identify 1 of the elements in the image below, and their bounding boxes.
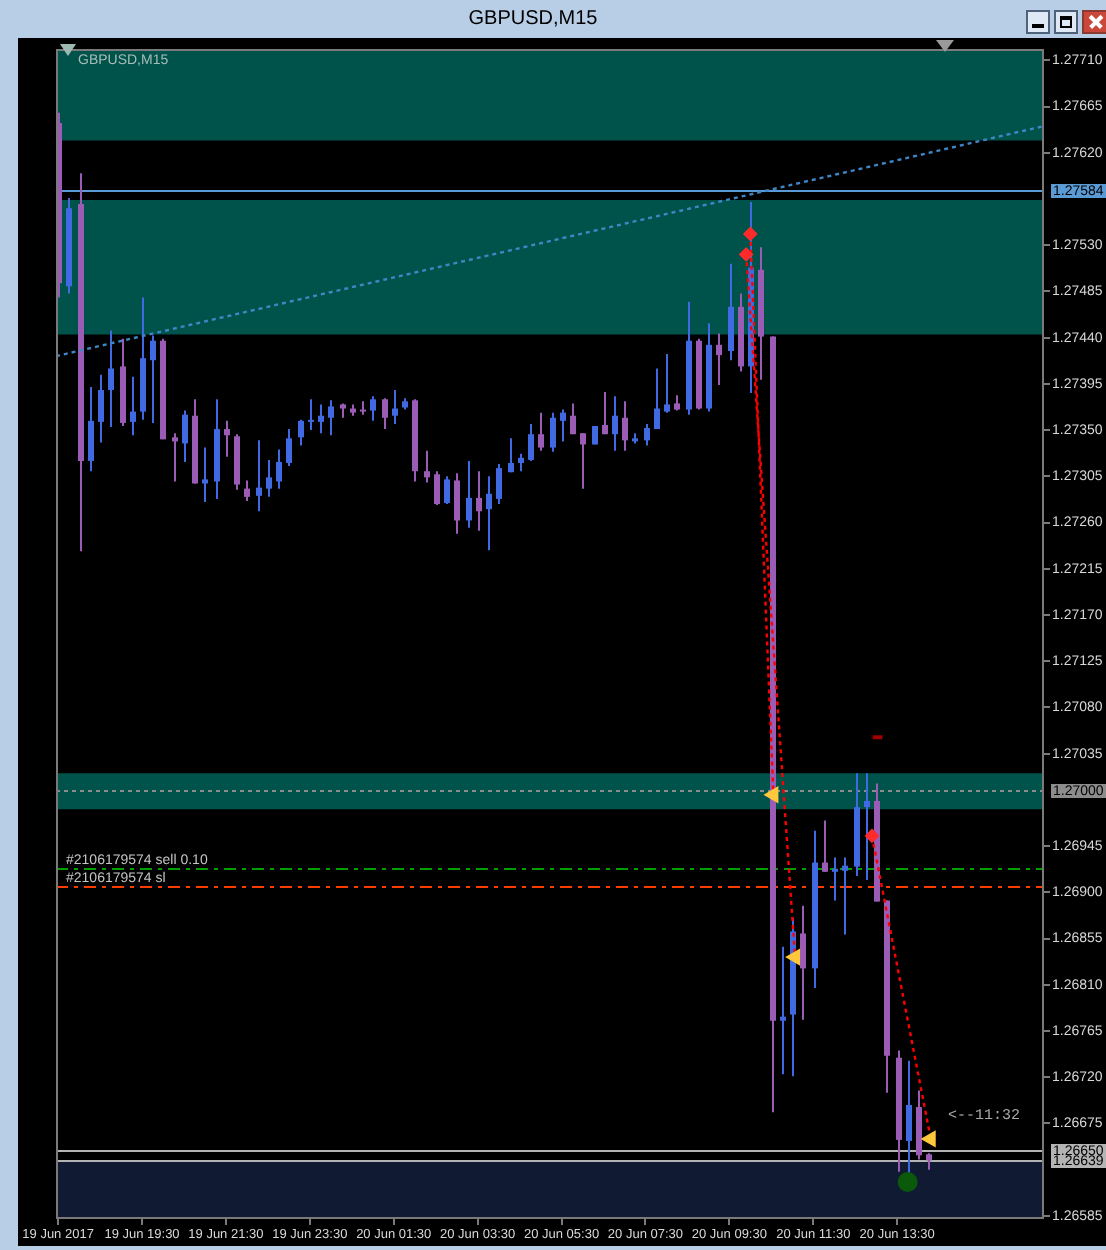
chart-title: GBPUSD,M15	[466, 6, 600, 34]
